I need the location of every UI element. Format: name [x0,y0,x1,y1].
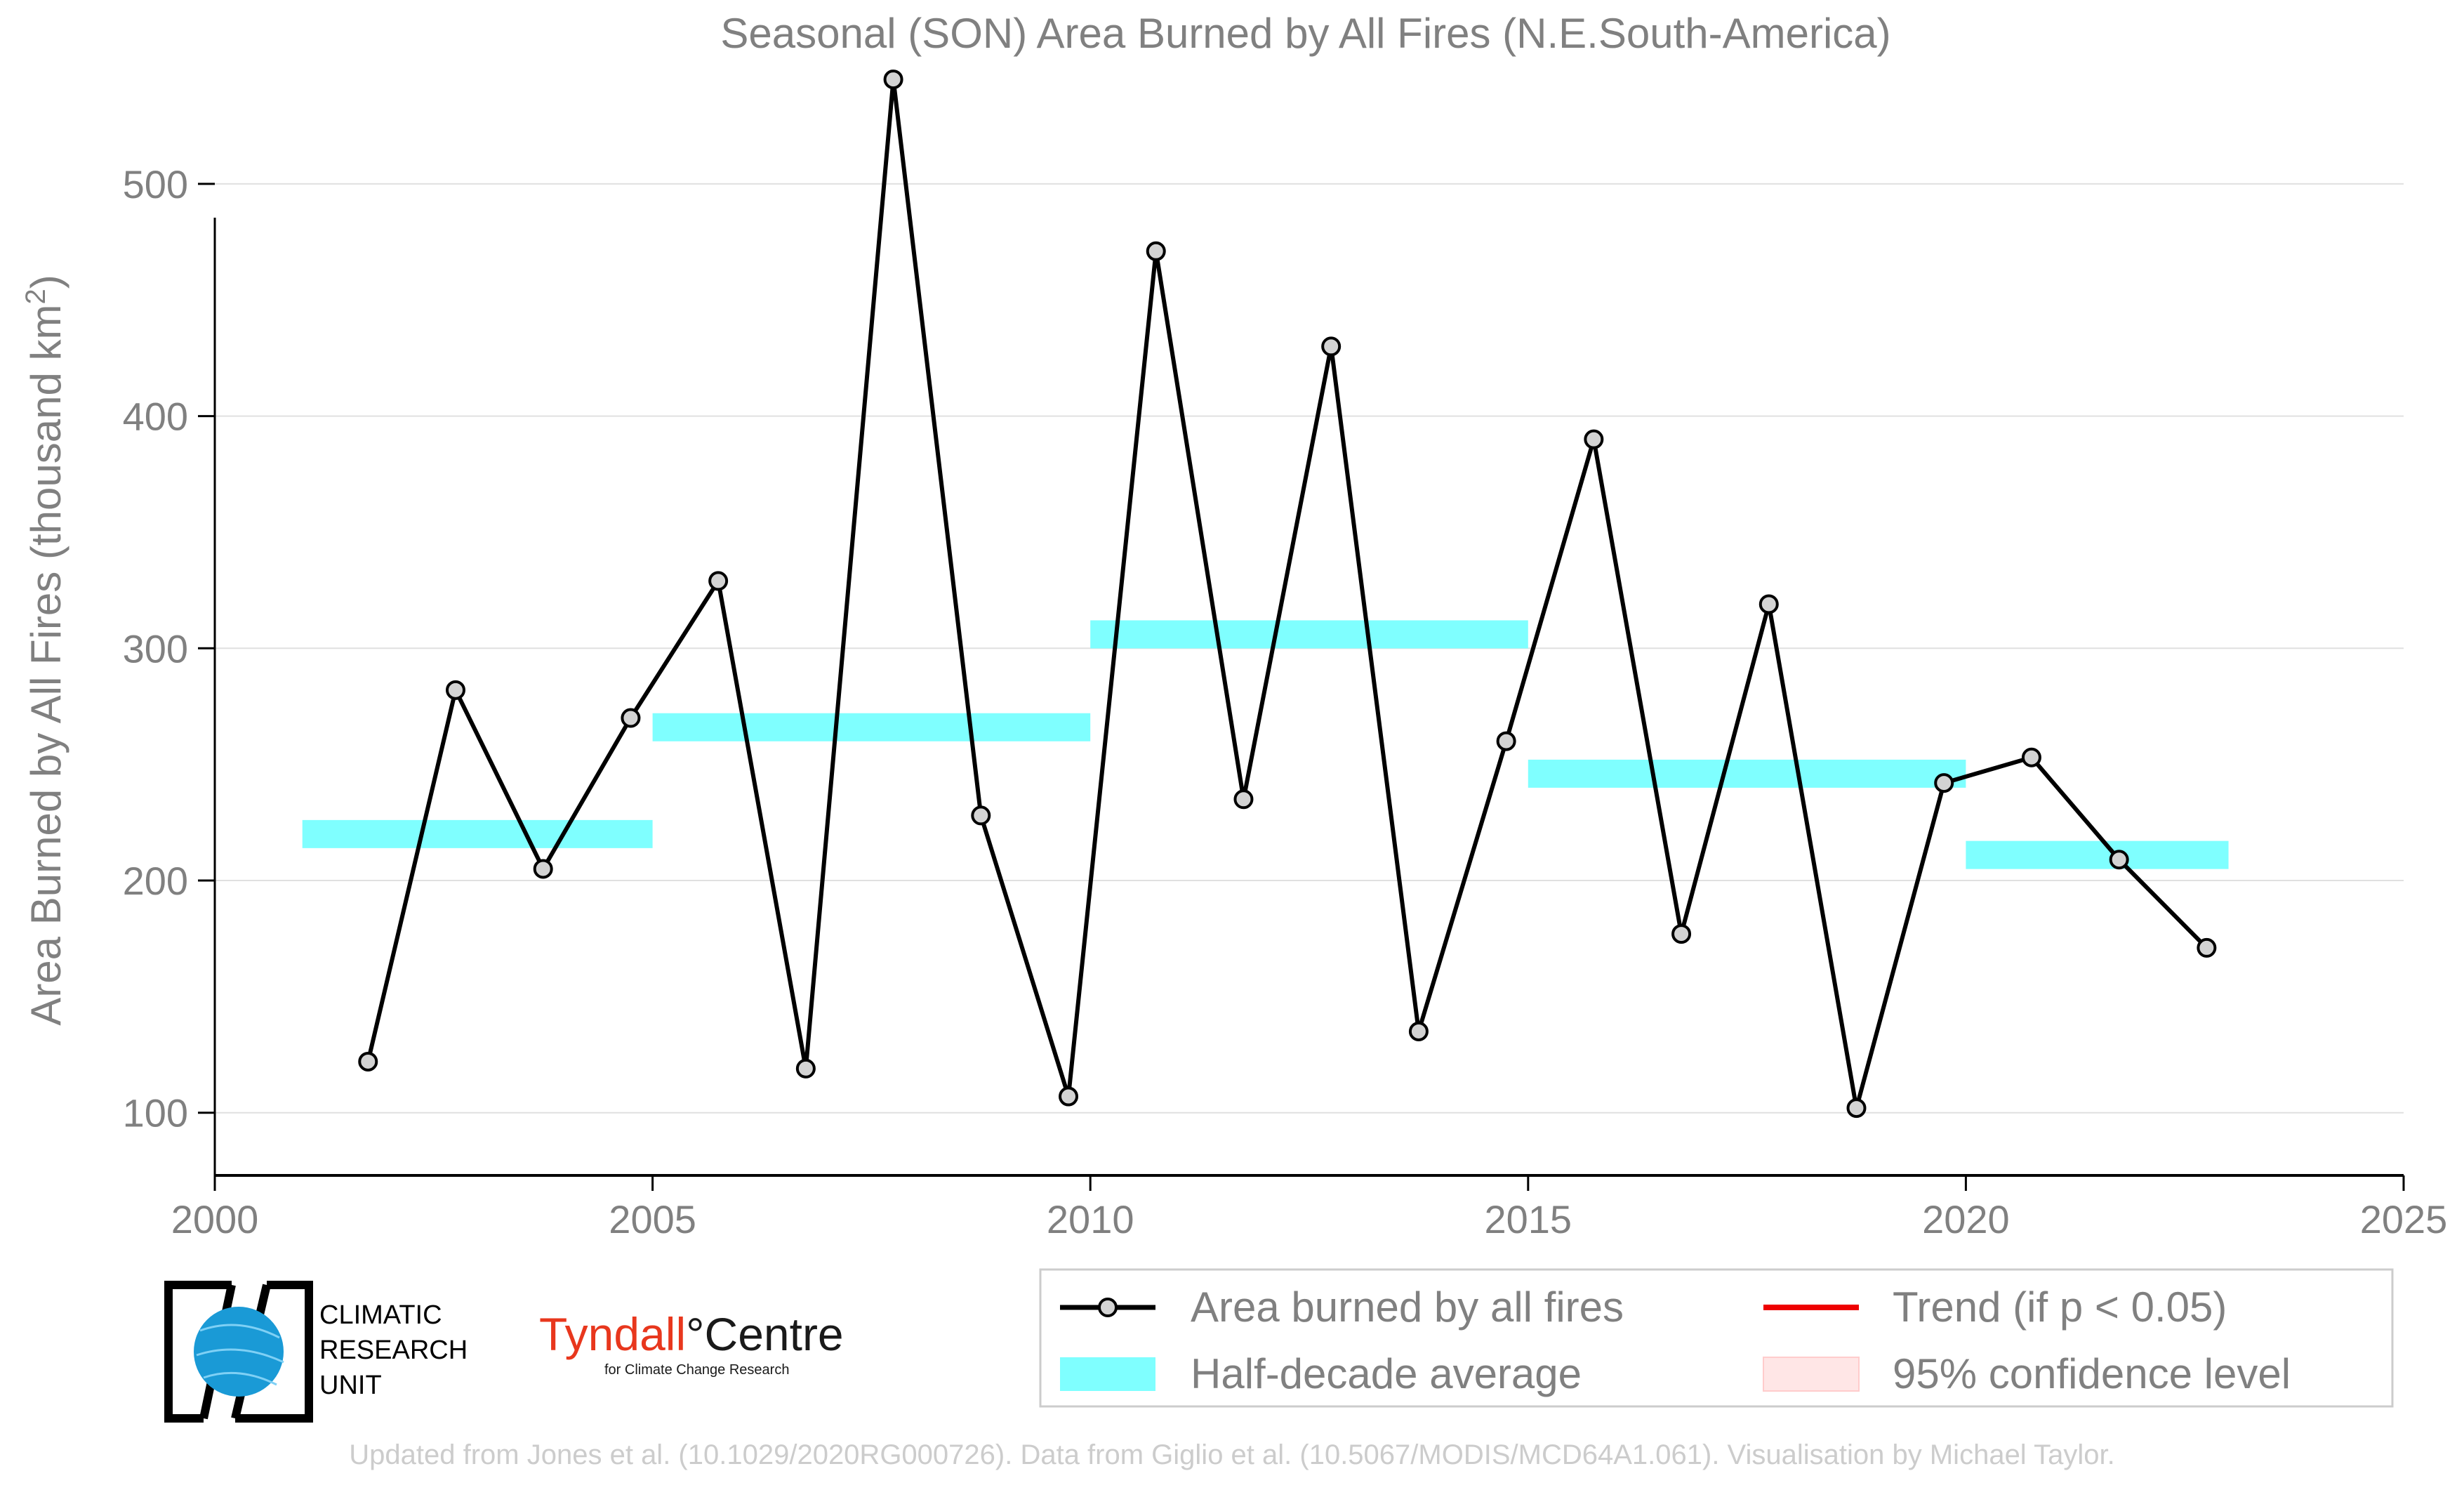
y-axis-label: Area Burned by All Fires (thousand km2) [20,275,69,1025]
half-decade-bar-0 [302,819,653,848]
tyndall-name: Tyndall [539,1308,687,1360]
data-point-18 [1934,773,1954,793]
data-point-6 [883,70,903,90]
legend-marker-swatch [1098,1298,1118,1317]
y-tick-label-400: 400 [123,395,188,439]
cru-line-2: RESEARCH [319,1336,468,1365]
cru-bracket-icon [164,1281,313,1423]
source-footer: Updated from Jones et al. (10.1029/2020R… [349,1439,2115,1470]
legend-label-trend: Trend (if p < 0.05) [1893,1284,2227,1331]
tyndall-logo: Tyndall°Centre for Climate Change Resear… [539,1307,844,1378]
data-point-7 [971,805,991,826]
legend-ci-swatch [1763,1357,1860,1392]
half-decade-bar-3 [1528,759,1966,788]
cru-line-1: CLIMATIC [319,1300,442,1330]
x-tick-label-2005: 2005 [609,1197,696,1241]
y-tick-label-300: 300 [123,626,188,671]
y-axis-label-main: Area Burned by All Fires (thousand km [22,305,69,1026]
axes: 100 200 300 400 500 2000 2005 2010 2015 2020 2025 [123,162,2448,1241]
y-axis-label-end: ) [22,275,69,289]
data-point-2 [533,859,553,879]
tyndall-degree: ° [686,1308,705,1360]
data-point-16 [1758,594,1779,614]
half-decade-bars [302,620,2229,869]
x-tick-label-2020: 2020 [1922,1197,2010,1241]
y-axis-label-sup: 2 [20,289,51,304]
data-point-10 [1233,789,1254,810]
series-line-0 [366,77,2208,1111]
half-decade-bar-1 [652,713,1091,741]
data-point-0 [358,1051,378,1071]
legend-avg-swatch [1060,1357,1155,1391]
data-point-1 [445,680,465,700]
data-point-14 [1584,429,1604,449]
x-tick-label-2000: 2000 [171,1197,259,1241]
data-point-11 [1321,336,1342,357]
half-decade-bar-4 [1966,840,2229,869]
legend-label-avg: Half-decade average [1191,1350,1582,1397]
x-tick-label-2025: 2025 [2360,1197,2448,1241]
cru-logo-text: CLIMATIC RESEARCH UNIT [319,1298,468,1403]
cru-globe-lines-icon [196,1324,284,1386]
tyndall-centre: Centre [704,1308,844,1360]
legend-label-ci: 95% confidence level [1893,1350,2291,1397]
y-tick-label-100: 100 [123,1091,188,1135]
x-tick-label-2010: 2010 [1047,1197,1134,1241]
data-point-13 [1496,731,1516,751]
data-point-5 [795,1058,816,1079]
cru-logo [164,1281,313,1423]
y-tick-label-500: 500 [123,162,188,206]
tyndall-subtitle: for Climate Change Research [604,1362,790,1378]
series-area-burned [358,70,2217,1119]
data-point-12 [1408,1021,1429,1041]
data-point-17 [1846,1098,1867,1119]
data-point-3 [621,708,641,728]
legend-label-area: Area burned by all fires [1191,1284,1624,1331]
data-point-20 [2109,850,2129,870]
data-point-8 [1059,1086,1079,1107]
x-tick-label-2015: 2015 [1485,1197,1572,1241]
y-tick-label-200: 200 [123,859,188,903]
legend-frame [1039,1268,2394,1408]
half-decade-bar-2 [1090,620,1528,649]
legend: Area burned by all fires Trend (if p < 0… [1039,1268,2394,1408]
data-point-21 [2197,937,2217,958]
data-point-4 [708,571,729,591]
data-point-15 [1671,924,1692,944]
chart-title: Seasonal (SON) Area Burned by All Fires … [720,10,1890,57]
cru-line-3: UNIT [319,1371,382,1400]
data-point-19 [2021,747,2041,767]
data-point-9 [1146,241,1166,261]
